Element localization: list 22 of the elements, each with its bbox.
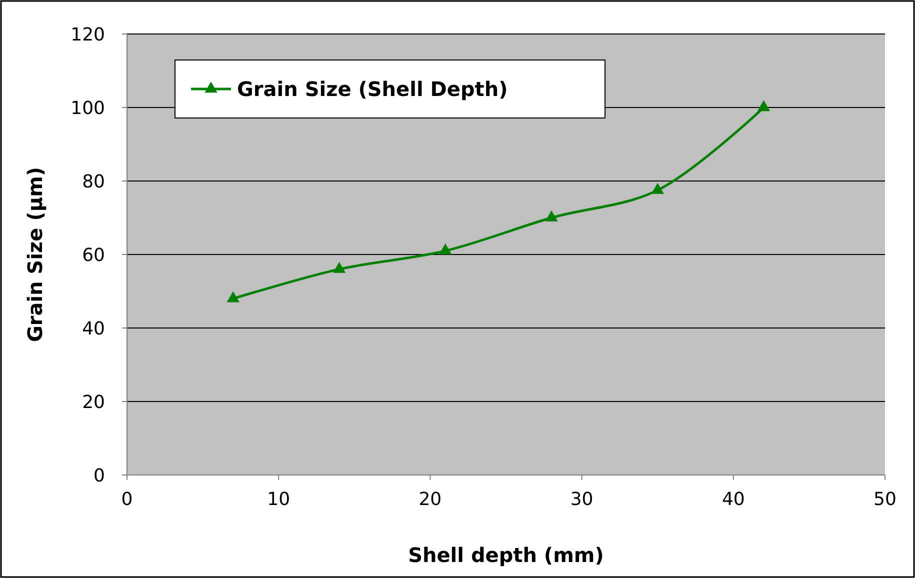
y-tick-label: 20	[82, 392, 105, 413]
point	[757, 100, 770, 112]
x-tick-label: 30	[570, 489, 594, 510]
point	[226, 291, 240, 302]
point	[545, 210, 558, 222]
y-tick-label: 60	[82, 244, 105, 266]
legend-label: Grain Size (Shell Depth)	[237, 77, 508, 101]
y-tick-label: 100	[70, 98, 105, 119]
x-tick-label: 40	[722, 489, 745, 510]
point	[332, 262, 346, 273]
y-tick-label: 80	[82, 171, 105, 192]
point	[439, 243, 452, 254]
x-axis-title: Shell depth (mm)	[408, 543, 604, 567]
y-tick-label: 0	[94, 465, 105, 486]
x-tick-label: 0	[121, 489, 133, 510]
point	[651, 182, 664, 194]
y-tick-label: 40	[82, 318, 105, 340]
y-tick-label: 120	[70, 24, 105, 46]
x-tick-label: 50	[874, 489, 896, 510]
x-tick-label: 10	[267, 489, 290, 510]
y-axis-title: Grain Size (µm)	[23, 166, 47, 342]
x-tick-label: 20	[418, 489, 442, 510]
